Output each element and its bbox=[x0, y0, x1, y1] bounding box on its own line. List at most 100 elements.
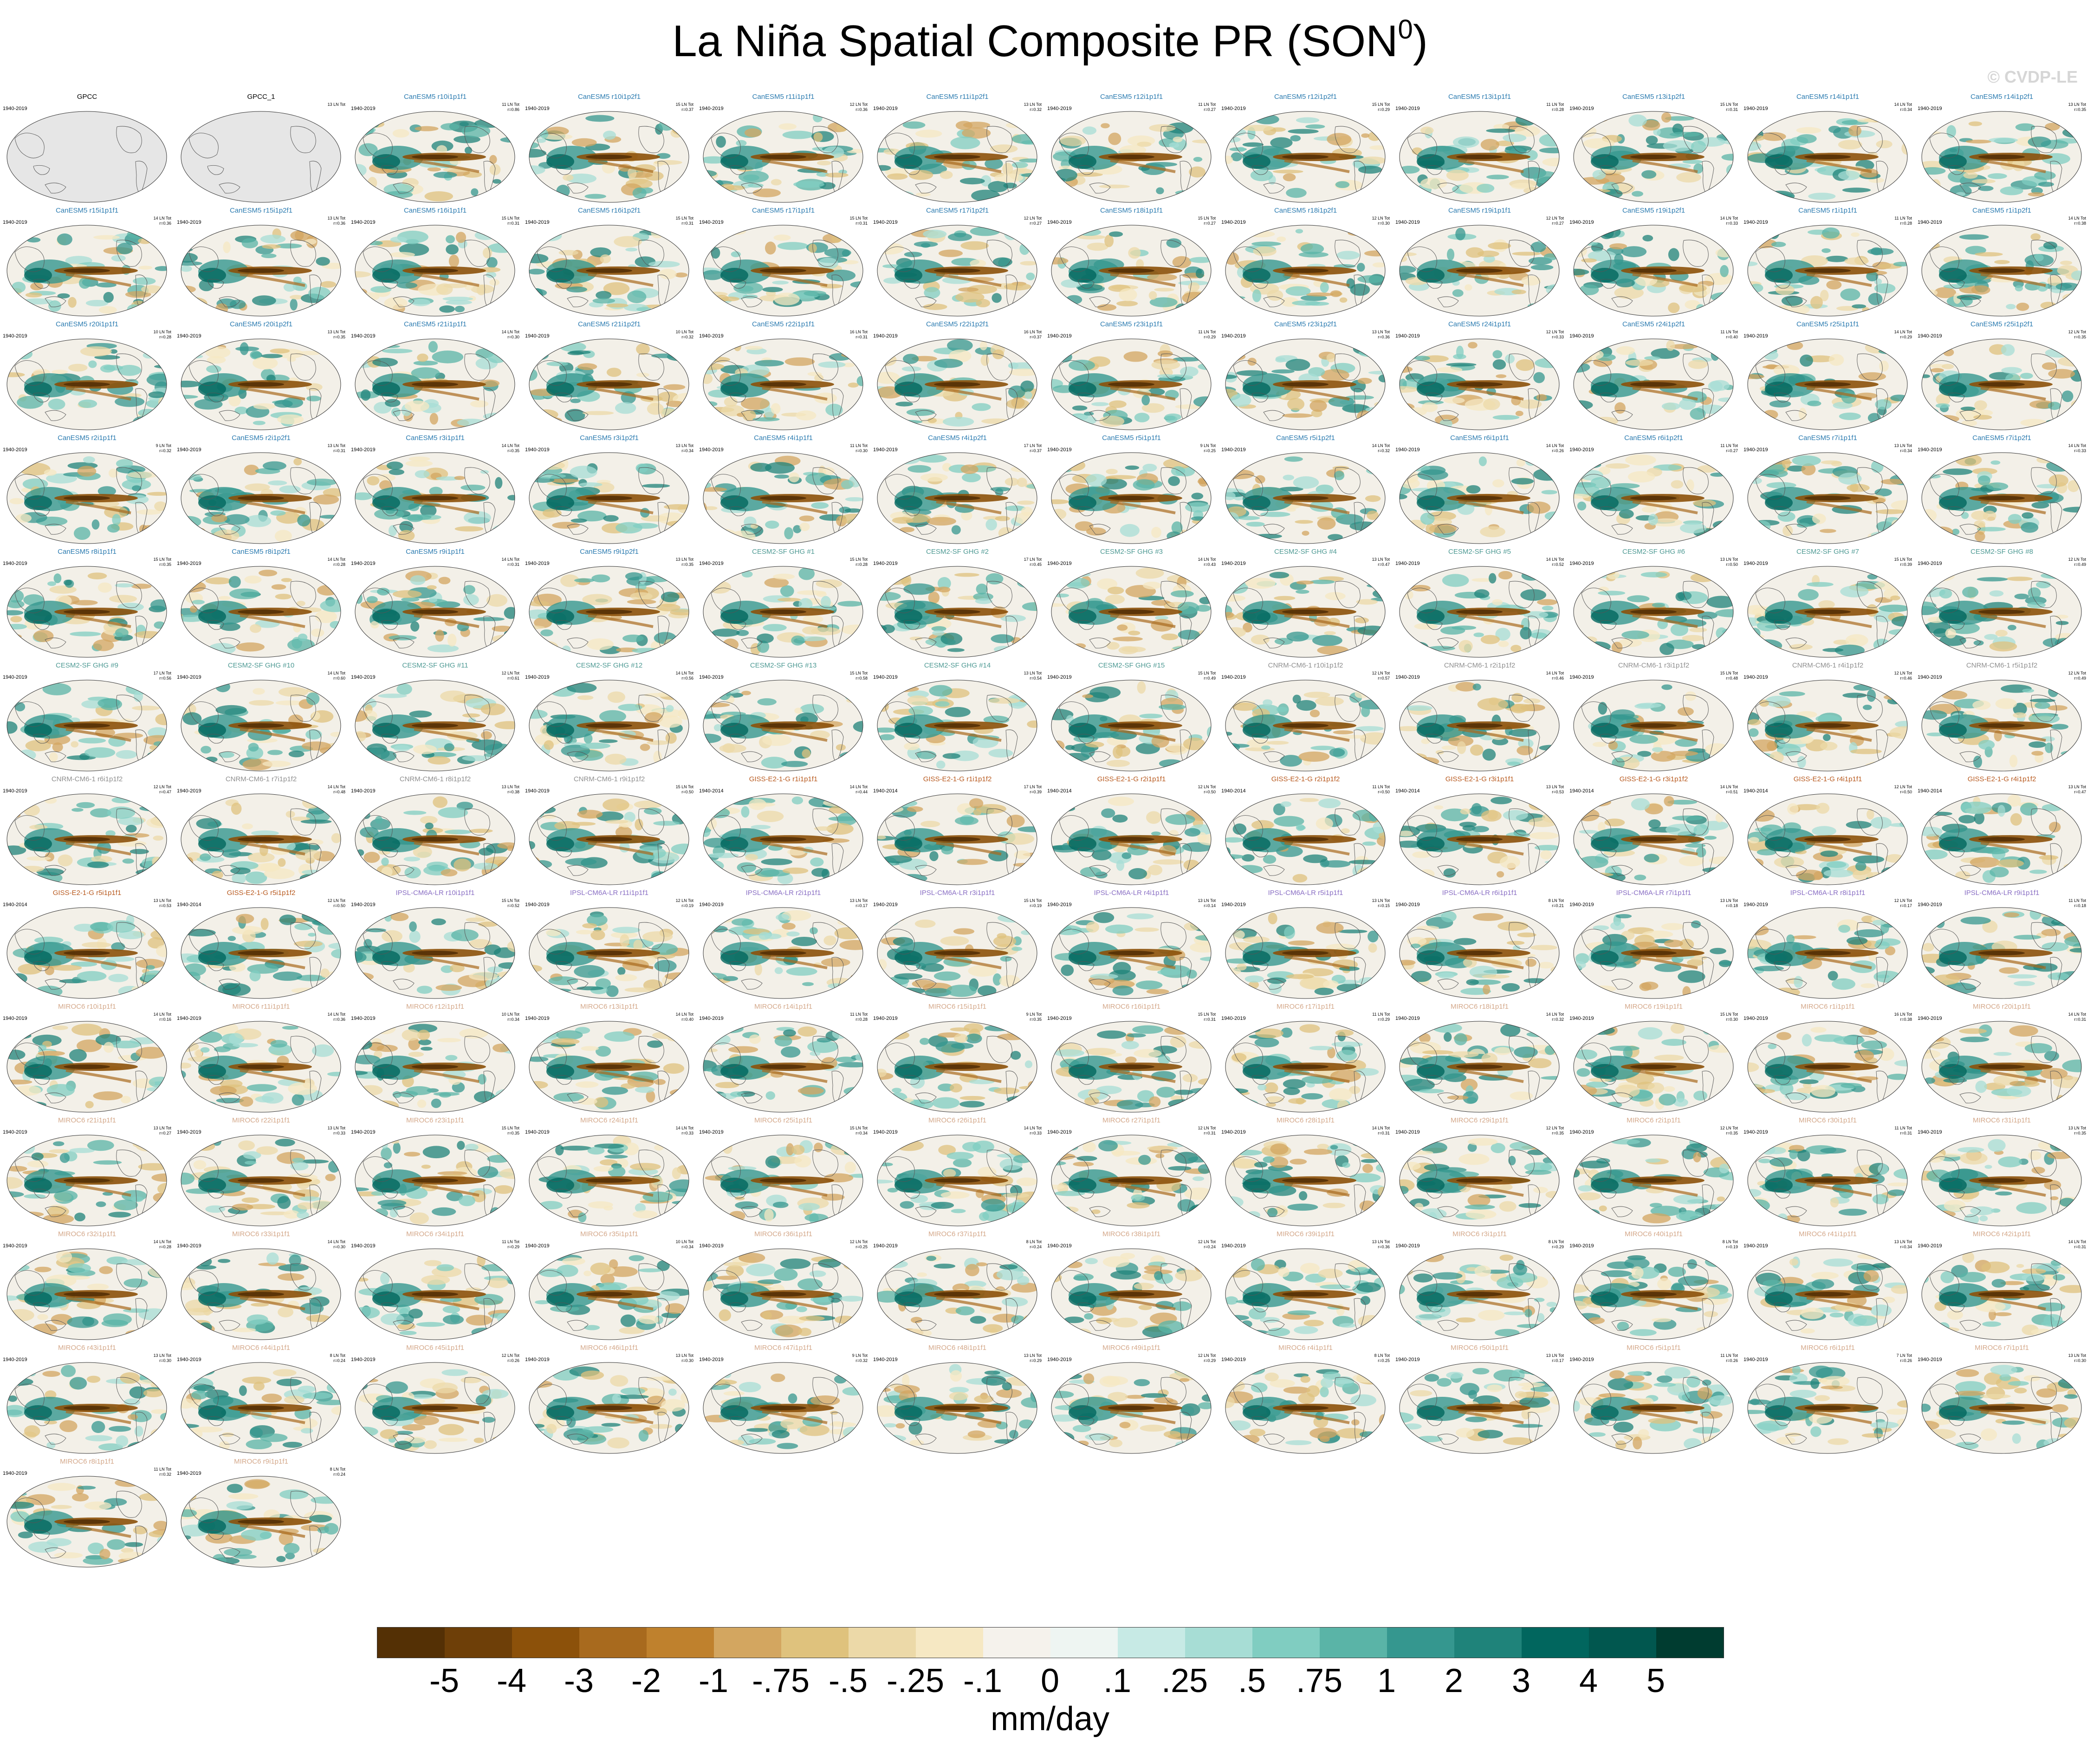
panel-stats: 9 LN Tot r=0.35 bbox=[1026, 1012, 1042, 1022]
panel-years: 1940-2019 bbox=[177, 220, 201, 225]
panel-years: 1940-2014 bbox=[1047, 788, 1072, 794]
map-panel: CNRM-CM6-1 r6i1p1f2 1940-2019 12 LN Tot r=… bbox=[0, 775, 174, 889]
world-map bbox=[1225, 452, 1386, 544]
world-map bbox=[355, 1362, 515, 1454]
map-panel: MIROC6 r5i1p1f1 1940-2019 11 LN Tot r=0.26 bbox=[1567, 1344, 1741, 1458]
panel-years: 1940-2014 bbox=[873, 788, 898, 794]
panel-title: CESM2-SF GHG #2 bbox=[926, 548, 989, 556]
panel-title: CanESM5 r19i1p2f1 bbox=[1622, 207, 1685, 214]
colorbar-box bbox=[714, 1628, 781, 1658]
panel-stats: 17 LN Tot r=0.37 bbox=[1024, 443, 1042, 453]
panel-stats: 12 LN Tot r=0.26 bbox=[501, 1353, 519, 1363]
colorbar-tick-label: 2 bbox=[1444, 1662, 1464, 1699]
map-panel: CanESM5 r21i1p1f1 1940-2019 14 LN Tot r=0.… bbox=[348, 320, 522, 434]
world-map bbox=[1747, 793, 1908, 885]
map-panel: MIROC6 r19i1p1f1 1940-2019 15 LN Tot r=0.3… bbox=[1567, 1003, 1741, 1116]
world-map bbox=[1573, 111, 1734, 203]
panel-title: CNRM-CM6-1 r10i1p1f2 bbox=[1268, 661, 1343, 669]
panel-title: GISS-E2-1-G r4i1p1f2 bbox=[1967, 775, 2036, 783]
colorbar-box bbox=[512, 1628, 579, 1658]
panel-title: IPSL-CM6A-LR r6i1p1f1 bbox=[1442, 889, 1517, 897]
panel-title: MIROC6 r27i1p1f1 bbox=[1102, 1116, 1161, 1124]
colorbar-tick-label: -.1 bbox=[963, 1662, 1003, 1699]
panel-title: CanESM5 r24i1p2f1 bbox=[1622, 320, 1685, 328]
panel-stats: 13 LN Tot r=0.36 bbox=[1372, 330, 1390, 339]
panel-title: CanESM5 r10i1p1f1 bbox=[403, 93, 467, 101]
colorbar-box bbox=[983, 1628, 1050, 1658]
panel-years: 1940-2019 bbox=[1047, 1016, 1072, 1021]
map-panel: CanESM5 r13i1p1f1 1940-2019 11 LN Tot r=0.… bbox=[1393, 93, 1567, 207]
world-map bbox=[6, 1021, 167, 1113]
colorbar-box bbox=[1656, 1628, 1724, 1658]
panel-years: 1940-2019 bbox=[1221, 333, 1246, 339]
panel-stats: 15 LN Tot r=0.27 bbox=[1198, 216, 1216, 226]
colorbar-tick-label: .75 bbox=[1296, 1662, 1343, 1699]
panel-stats: 14 LN Tot r=0.31 bbox=[1372, 1126, 1390, 1135]
world-map bbox=[6, 566, 167, 658]
map-panel: CanESM5 r6i1p2f1 1940-2019 11 LN Tot r=0.2… bbox=[1567, 434, 1741, 548]
map-panel: MIROC6 r49i1p1f1 1940-2019 12 LN Tot r=0.2… bbox=[1044, 1344, 1219, 1458]
panel-years: 1940-2019 bbox=[3, 788, 27, 794]
panel-years: 1940-2019 bbox=[699, 333, 724, 339]
world-map bbox=[1921, 1135, 2082, 1226]
world-map bbox=[1573, 1135, 1734, 1226]
panel-years: 1940-2019 bbox=[525, 1243, 550, 1249]
map-panel: CanESM5 r1i1p1f1 1940-2019 11 LN Tot r=0.2… bbox=[1741, 207, 1915, 320]
panel-title: CanESM5 r20i1p1f1 bbox=[55, 320, 119, 328]
world-map bbox=[1051, 225, 1212, 317]
world-map bbox=[6, 338, 167, 430]
panel-stats: 13 LN Tot r=0.35 bbox=[327, 330, 345, 339]
panel-stats: 12 LN Tot r=0.33 bbox=[1546, 330, 1564, 339]
panel-title: IPSL-CM6A-LR r11i1p1f1 bbox=[570, 889, 648, 897]
map-panel: CanESM5 r7i1p1f1 1940-2019 13 LN Tot r=0.3… bbox=[1741, 434, 1915, 548]
panel-title: MIROC6 r39i1p1f1 bbox=[1276, 1230, 1335, 1238]
map-panel: MIROC6 r12i1p1f1 1940-2019 10 LN Tot r=0.3… bbox=[348, 1003, 522, 1116]
map-panel: CESM2-SF GHG #7 1940-2019 15 LN Tot r=0.39 bbox=[1741, 548, 1915, 661]
panel-years: 1940-2019 bbox=[873, 902, 898, 908]
map-panel: CanESM5 r22i1p1f1 1940-2019 16 LN Tot r=0.… bbox=[696, 320, 870, 434]
world-map bbox=[181, 1021, 341, 1113]
map-panel: MIROC6 r2i1p1f1 1940-2019 12 LN Tot r=0.35 bbox=[1567, 1116, 1741, 1230]
panel-stats: 15 LN Tot r=0.50 bbox=[675, 785, 694, 794]
map-panel: GISS-E2-1-G r3i1p1f2 1940-2014 14 LN Tot r… bbox=[1567, 775, 1741, 889]
panel-years: 1940-2019 bbox=[1569, 1357, 1594, 1362]
panel-years: 1940-2019 bbox=[1918, 561, 1942, 566]
panel-title: MIROC6 r22i1p1f1 bbox=[232, 1116, 291, 1124]
world-map bbox=[1747, 680, 1908, 772]
panel-title: CanESM5 r19i1p1f1 bbox=[1448, 207, 1511, 214]
panel-stats: 11 LN Tot r=0.28 bbox=[1894, 216, 1912, 226]
panel-title: CanESM5 r6i1p1f1 bbox=[1450, 434, 1509, 442]
panel-years: 1940-2019 bbox=[1918, 1357, 1942, 1362]
world-map bbox=[703, 1362, 863, 1454]
panel-years: 1940-2019 bbox=[351, 788, 376, 794]
panel-years: 1940-2019 bbox=[699, 902, 724, 908]
panel-years: 1940-2019 bbox=[1918, 333, 1942, 339]
panel-title: CNRM-CM6-1 r9i1p1f2 bbox=[573, 775, 645, 783]
map-panel: CanESM5 r19i1p2f1 1940-2019 14 LN Tot r=0.… bbox=[1567, 207, 1741, 320]
map-panel: MIROC6 r17i1p1f1 1940-2019 11 LN Tot r=0.2… bbox=[1219, 1003, 1393, 1116]
panel-title: CanESM5 r10i1p2f1 bbox=[577, 93, 641, 101]
map-panel: CESM2-SF GHG #1 1940-2019 15 LN Tot r=0.28 bbox=[696, 548, 870, 661]
panel-title: MIROC6 r3i1p1f1 bbox=[1452, 1230, 1507, 1238]
panel-title: CanESM5 r11i1p2f1 bbox=[926, 93, 989, 101]
panel-stats: 11 LN Tot r=0.29 bbox=[1372, 1012, 1390, 1022]
panel-stats: 15 LN Tot r=0.39 bbox=[1894, 557, 1912, 567]
map-panel: CanESM5 r17i1p2f1 1940-2019 12 LN Tot r=0.… bbox=[870, 207, 1044, 320]
panel-stats: 15 LN Tot r=0.31 bbox=[849, 216, 868, 226]
panel-years: 1940-2019 bbox=[1221, 106, 1246, 111]
panel-stats: 17 LN Tot r=0.45 bbox=[1024, 557, 1042, 567]
map-panel: MIROC6 r37i1p1f1 1940-2019 8 LN Tot r=0.24 bbox=[870, 1230, 1044, 1344]
panel-stats: 8 LN Tot r=0.29 bbox=[1548, 1239, 1564, 1249]
world-map bbox=[355, 452, 515, 544]
map-panel: CESM2-SF GHG #6 1940-2019 13 LN Tot r=0.50 bbox=[1567, 548, 1741, 661]
panel-years: 1940-2019 bbox=[1047, 220, 1072, 225]
world-map bbox=[1225, 1248, 1386, 1340]
panel-title: MIROC6 r33i1p1f1 bbox=[232, 1230, 291, 1238]
panel-stats: 14 LN Tot r=0.31 bbox=[2068, 1239, 2086, 1249]
panel-years: 1940-2019 bbox=[3, 220, 27, 225]
panel-years: 1940-2019 bbox=[1047, 561, 1072, 566]
map-panel: IPSL-CM6A-LR r4i1p1f1 1940-2019 13 LN Tot … bbox=[1044, 889, 1219, 1003]
panel-stats: 12 LN Tot r=0.49 bbox=[2068, 671, 2086, 681]
panel-title: CanESM5 r2i1p2f1 bbox=[232, 434, 291, 442]
map-panel: GISS-E2-1-G r1i1p1f2 1940-2014 17 LN Tot r… bbox=[870, 775, 1044, 889]
